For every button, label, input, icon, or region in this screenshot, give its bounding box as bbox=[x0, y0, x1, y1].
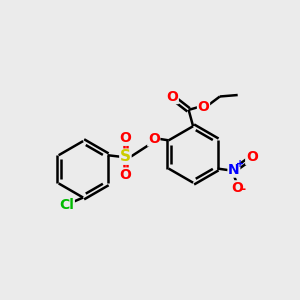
Text: O: O bbox=[119, 131, 131, 145]
Text: O: O bbox=[148, 132, 160, 146]
Text: O: O bbox=[198, 100, 209, 114]
Text: S: S bbox=[120, 149, 131, 164]
Text: -: - bbox=[241, 183, 246, 196]
Text: O: O bbox=[119, 168, 131, 182]
Text: O: O bbox=[246, 150, 258, 164]
Text: O: O bbox=[167, 89, 178, 103]
Text: N: N bbox=[228, 163, 240, 177]
Text: Cl: Cl bbox=[59, 198, 74, 212]
Text: +: + bbox=[236, 159, 244, 169]
Text: O: O bbox=[231, 181, 243, 195]
